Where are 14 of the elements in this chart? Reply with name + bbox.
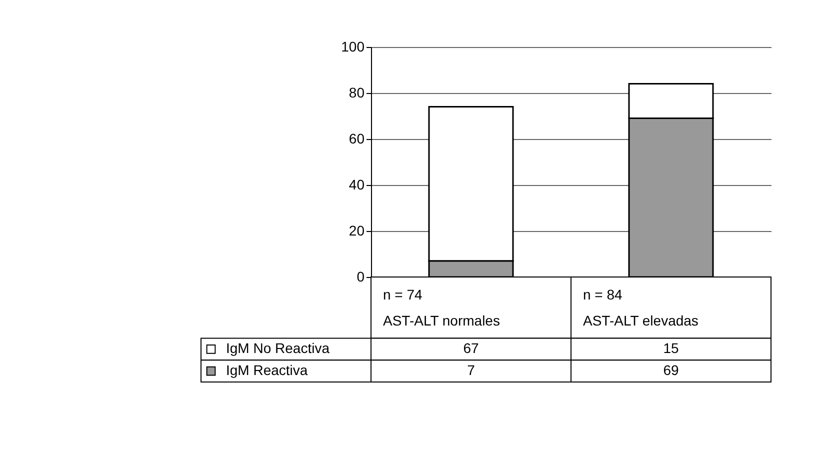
data-label: 7 [467,362,476,378]
x-tick-label: n = 84 AST-ALT elevadas [583,286,698,329]
data-label: 15 [663,340,679,356]
legend-label: IgM Reactiva [226,362,308,378]
x-tick-label: n = 74 AST-ALT normales [383,286,500,329]
y-tick-label: 20 [348,222,365,238]
y-tick-label: 0 [356,268,365,284]
data-label: 67 [463,340,479,356]
legend-label: IgM No Reactiva [226,340,330,356]
y-tick-label: 60 [348,130,365,146]
data-label: 69 [663,362,679,378]
y-tick-label: 100 [341,38,365,54]
y-tick-label: 40 [348,176,365,192]
y-tick-label: 80 [348,84,365,100]
